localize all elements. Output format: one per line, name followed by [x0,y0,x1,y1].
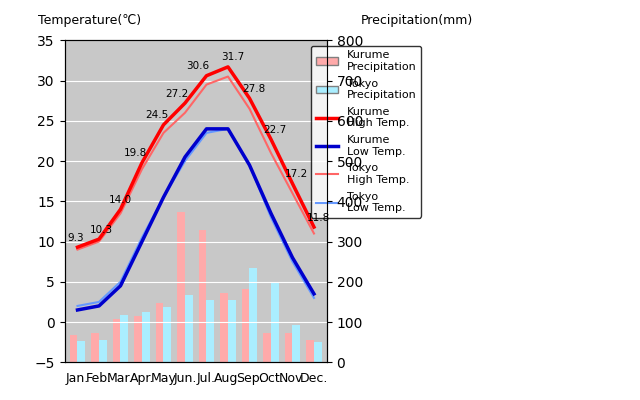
Bar [113,319,120,362]
Bar [77,341,85,362]
Bar [307,340,314,362]
Text: 17.2: 17.2 [285,169,308,179]
Text: 9.3: 9.3 [67,233,84,243]
Bar [120,315,128,362]
Bar [250,268,257,362]
Text: 22.7: 22.7 [264,125,287,135]
Bar [292,325,300,362]
Bar [99,340,106,362]
Text: 10.3: 10.3 [90,225,113,235]
Bar [134,316,142,362]
Bar [199,230,207,362]
Text: 24.5: 24.5 [145,110,169,120]
Bar [228,300,236,362]
Bar [285,333,292,362]
Bar [207,300,214,362]
Bar [70,335,77,362]
Text: Precipitation(mm): Precipitation(mm) [361,14,473,28]
Bar [242,289,250,362]
Bar [185,295,193,362]
Text: 14.0: 14.0 [109,195,132,205]
Bar [142,312,150,362]
Bar [156,303,163,362]
Text: 19.8: 19.8 [124,148,147,158]
Bar [220,293,228,362]
Bar [92,333,99,362]
Bar [314,342,321,362]
Bar [271,283,278,362]
Bar [163,307,171,362]
Text: 11.8: 11.8 [307,213,330,223]
Text: 27.2: 27.2 [164,89,188,99]
Legend: Kurume
Precipitation, Tokyo
Precipitation, Kurume
High Temp., Kurume
Low Temp., : Kurume Precipitation, Tokyo Precipitatio… [311,46,421,218]
Text: 27.8: 27.8 [242,84,266,94]
Bar [264,333,271,362]
Text: 30.6: 30.6 [186,61,209,71]
Bar [177,212,185,362]
Text: 31.7: 31.7 [221,52,244,62]
Text: Temperature(℃): Temperature(℃) [38,14,141,28]
